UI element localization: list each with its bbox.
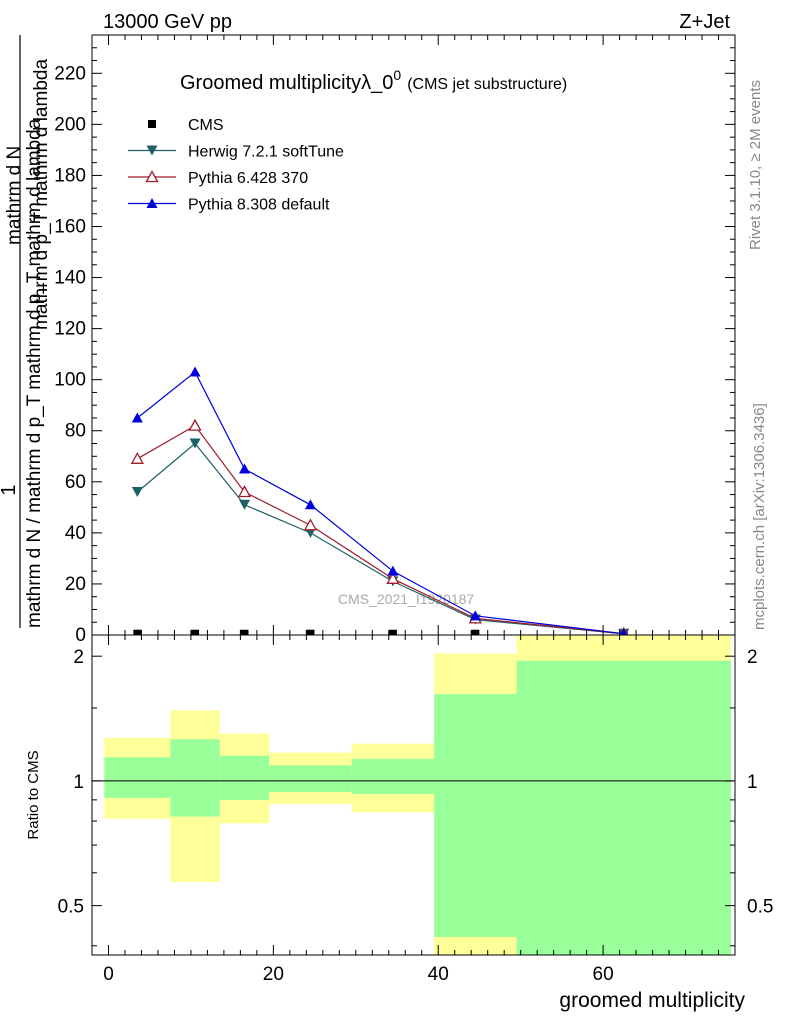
- y-tick-label: 100: [54, 370, 86, 391]
- legend-label-pythia-6-428-370: Pythia 6.428 370: [188, 170, 308, 187]
- legend-label-pythia-8-308-default: Pythia 8.308 default: [188, 197, 330, 214]
- ratio-inner-band-1: [170, 739, 220, 817]
- x-axis-label: groomed multiplicity: [559, 989, 745, 1012]
- legend-marker-herwig-7-2-1-softtune: [146, 145, 158, 156]
- point-herwig-7-2-1-softtune-1: [189, 438, 201, 449]
- point-cms-1: [191, 629, 200, 635]
- ratio-y-tick-label-right: 2: [747, 647, 758, 668]
- y-tick-label: 60: [65, 472, 86, 493]
- ratio-inner-band-4: [351, 758, 435, 794]
- point-pythia-8-308-default-6: [619, 628, 628, 635]
- ylabel-denominator: mathrm d N / mathrm d p_T mathrm d p_T m…: [24, 118, 45, 628]
- point-herwig-7-2-1-softtune-0: [131, 487, 143, 498]
- point-pythia-8-308-default-5: [469, 610, 481, 621]
- ratio-inner-band-3: [269, 765, 352, 793]
- y-tick-label: 160: [54, 216, 86, 237]
- y-tick-label: 220: [54, 63, 86, 84]
- legend-label-cms: CMS: [188, 117, 224, 134]
- legend-label-herwig-7-2-1-softtune: Herwig 7.2.1 softTune: [188, 144, 344, 161]
- ratio-y-tick-label-right: 0.5: [747, 897, 773, 918]
- ylabel-numerator: 1: [0, 484, 20, 495]
- point-herwig-7-2-1-softtune-2: [239, 499, 251, 510]
- ratio-y-tick-label-left: 0.5: [58, 897, 84, 918]
- point-pythia-8-308-default-3: [304, 499, 316, 510]
- y-tick-label: 120: [54, 319, 86, 340]
- x-tick-label: 0: [103, 964, 114, 985]
- point-pythia-8-308-default-1: [189, 366, 201, 377]
- x-tick-label: 60: [593, 964, 614, 985]
- ratio-inner-band-6: [516, 660, 731, 955]
- ratio-axis-label: Ratio to CMS: [25, 750, 42, 839]
- point-pythia-8-308-default-4: [387, 565, 399, 576]
- plot-title: Groomed multiplicityλ_00(CMS jet substru…: [180, 67, 567, 94]
- legend-marker-cms: [148, 120, 156, 128]
- legend: CMS Herwig 7.2.1 softTune Pythia 6.428 370…: [128, 117, 344, 214]
- ratio-y-tick-label-right: 1: [747, 772, 758, 793]
- point-pythia-6-428-370-0: [130, 451, 144, 464]
- ratio-y-tick-label-left: 2: [73, 647, 84, 668]
- beam-label: 13000 GeV pp: [103, 11, 232, 33]
- point-pythia-8-308-default-0: [131, 412, 143, 423]
- axes: 20 40 60 80 100 120 140 160 180 200 220 0 0 20 40 60 0.5…: [54, 34, 773, 985]
- point-pythia-6-428-370-3: [303, 518, 318, 531]
- point-cms-4: [388, 629, 397, 635]
- ratio-y-tick-label-left: 1: [73, 772, 84, 793]
- ratio-inner-band-5: [434, 694, 517, 937]
- y-tick-label: 20: [65, 574, 86, 595]
- point-cms-3: [306, 629, 315, 635]
- x-tick-label: 20: [263, 964, 284, 985]
- legend-marker-pythia-6-428-370: [145, 170, 159, 183]
- ratio-plot-frame: [91, 634, 736, 956]
- point-cms-2: [240, 629, 249, 635]
- ylabel-top-numerator: mathrm d N: [4, 146, 25, 245]
- point-cms-5: [471, 629, 480, 635]
- ratio-bands: [92, 635, 735, 955]
- ratio-inner-band-2: [219, 755, 270, 800]
- y-tick-label: 0: [75, 625, 86, 646]
- main-series: [130, 366, 630, 635]
- rivet-version-label: Rivet 3.1.10, ≥ 2M events: [747, 80, 764, 250]
- legend-marker-pythia-8-308-default: [146, 198, 158, 208]
- point-pythia-8-308-default-2: [239, 463, 251, 474]
- point-herwig-7-2-1-softtune-3: [304, 527, 316, 538]
- y-tick-label: 80: [65, 421, 86, 442]
- x-tick-label: 40: [428, 964, 449, 985]
- ylabel-top-denominator: mathrm d p_T mathrm d lambda: [31, 59, 52, 330]
- point-cms-0: [133, 629, 142, 635]
- y-tick-label: 200: [54, 114, 86, 135]
- ratio-inner-band-0: [104, 757, 171, 798]
- y-tick-label: 180: [54, 165, 86, 186]
- point-pythia-6-428-370-1: [188, 418, 202, 431]
- process-label: Z+Jet: [679, 11, 730, 33]
- mcplots-label: mcplots.cern.ch [arXiv:1306.3436]: [751, 403, 768, 630]
- y-tick-label: 40: [65, 523, 86, 544]
- y-tick-label: 140: [54, 268, 86, 289]
- point-pythia-6-428-370-2: [237, 485, 252, 498]
- point-pythia-6-428-370-4: [386, 571, 400, 584]
